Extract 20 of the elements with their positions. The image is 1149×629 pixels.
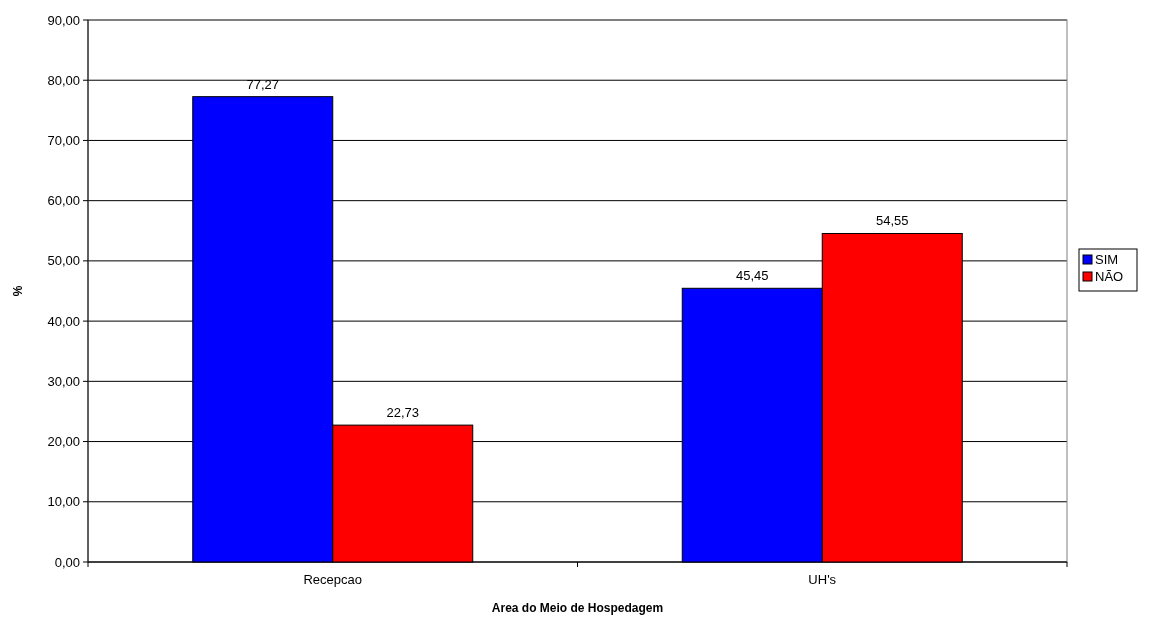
y-tick-label: 30,00 xyxy=(47,373,80,389)
data-label: 54,55 xyxy=(875,213,909,229)
y-tick-label: 70,00 xyxy=(47,132,80,148)
x-tick-label: UH's xyxy=(808,572,837,587)
y-tick-label: 40,00 xyxy=(47,313,80,329)
data-label: 22,73 xyxy=(386,405,420,421)
legend-label: NÃO xyxy=(1095,269,1124,284)
y-axis-title: % xyxy=(11,285,25,297)
y-tick-label: 50,00 xyxy=(47,253,80,269)
y-tick-label: 90,00 xyxy=(47,12,80,28)
data-label: 77,27 xyxy=(246,76,280,92)
y-tick-label: 20,00 xyxy=(47,434,80,450)
y-tick-label: 60,00 xyxy=(47,193,80,209)
data-label: 45,45 xyxy=(735,268,769,284)
x-axis-title: Area do Meio de Hospedagem xyxy=(491,601,664,615)
y-tick-label: 80,00 xyxy=(47,72,80,88)
y-tick-label: 10,00 xyxy=(47,494,80,510)
x-tick-label: Recepcao xyxy=(303,572,363,587)
y-tick-label: 0,00 xyxy=(54,554,80,570)
legend-label: SIM xyxy=(1095,252,1119,267)
